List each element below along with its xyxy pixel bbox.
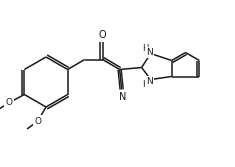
Text: N: N [119,92,126,102]
Text: H: H [142,44,149,53]
Text: O: O [99,30,106,40]
Text: H: H [142,80,149,89]
Text: N: N [146,77,153,86]
Text: O: O [6,98,13,107]
Text: N: N [146,48,153,57]
Text: O: O [35,117,42,125]
